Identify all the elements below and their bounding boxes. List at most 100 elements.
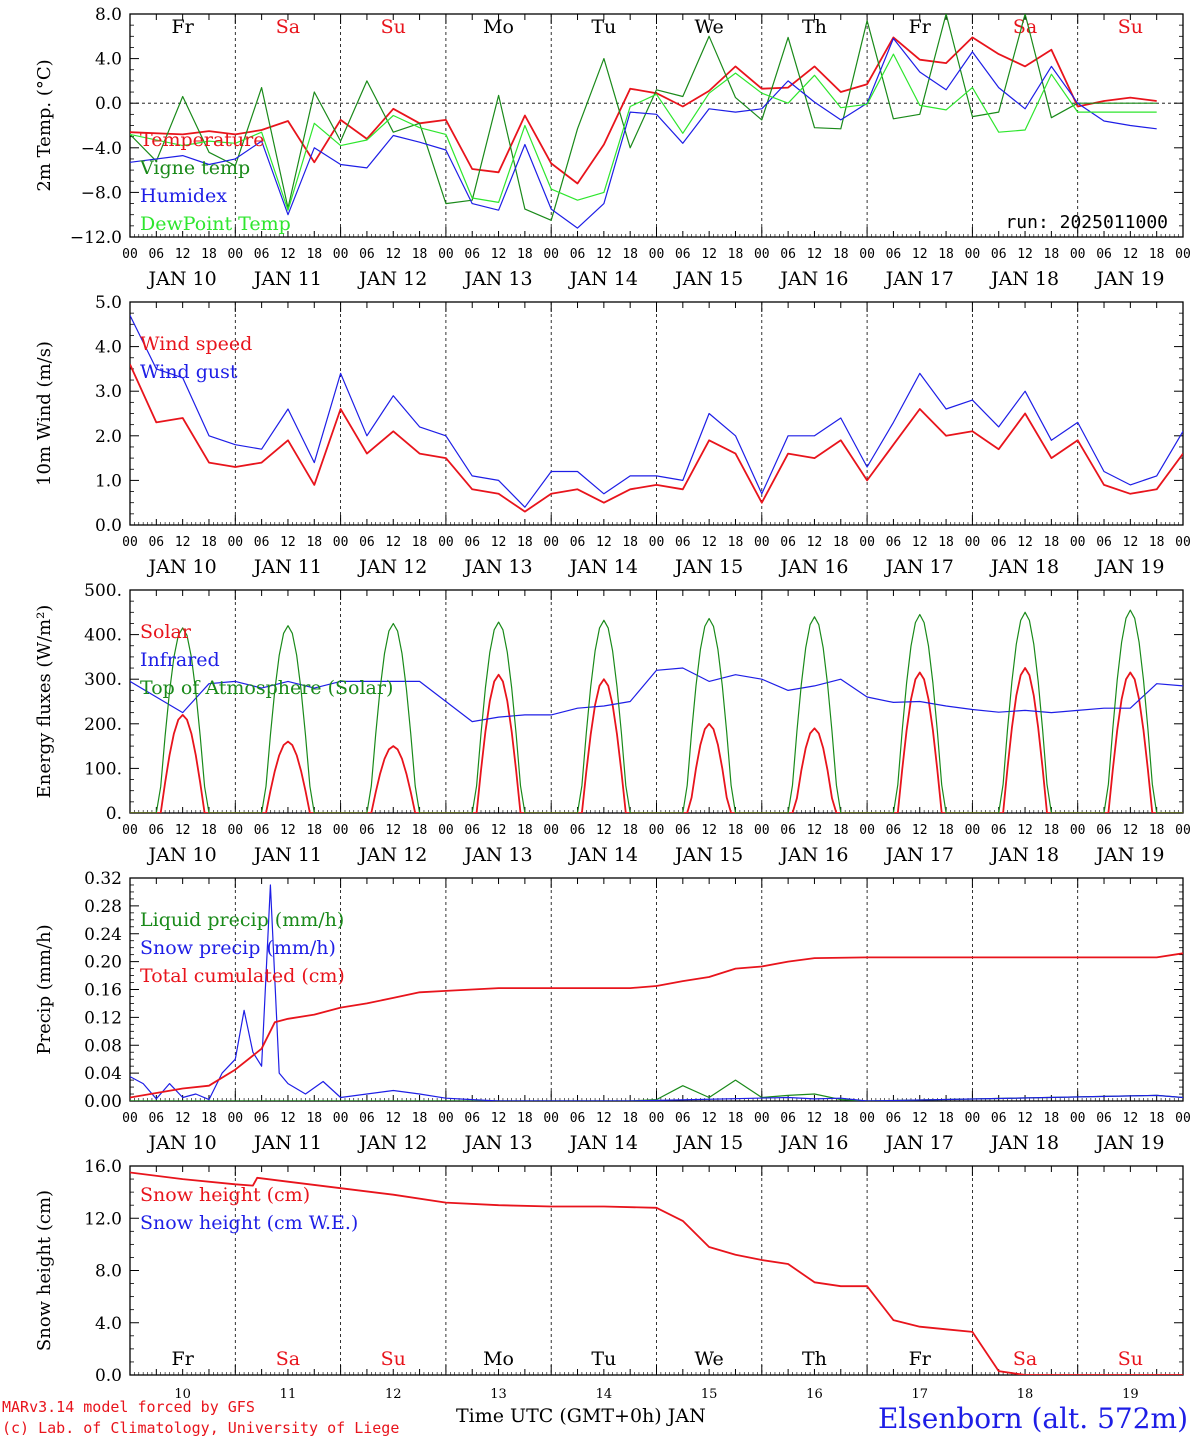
hour-tick-label: 12 [596, 1111, 612, 1126]
hour-tick-label: 00 [543, 535, 559, 550]
y-tick-label: 8.0 [95, 5, 122, 25]
hour-tick-label: 12 [175, 247, 191, 262]
hour-tick-label: 00 [649, 535, 665, 550]
hour-tick-label: 12 [596, 535, 612, 550]
date-label: JAN 15 [673, 556, 743, 578]
date-label: JAN 19 [1094, 1132, 1164, 1154]
hour-tick-label: 12 [385, 535, 401, 550]
hour-tick-label: 06 [991, 823, 1007, 838]
y-axis-label: Precip (mm/h) [34, 924, 55, 1054]
hour-tick-label: 00 [754, 247, 770, 262]
y-tick-label: 0.08 [84, 1036, 122, 1056]
hour-tick-label: 18 [728, 247, 744, 262]
series-group [130, 609, 1183, 813]
hour-tick-label: 06 [780, 823, 796, 838]
y-tick-label: 0. [106, 804, 122, 824]
series-line-vigne-temp [130, 14, 1157, 221]
hour-tick-label: 18 [1149, 535, 1165, 550]
y-tick-label: 400. [84, 626, 122, 646]
date-label: JAN 15 [673, 268, 743, 290]
hour-tick-label: 06 [886, 823, 902, 838]
hour-tick-label: 18 [1044, 1111, 1060, 1126]
legend-entry: Liquid precip (mm/h) [140, 909, 344, 931]
day-of-week-label: Th [802, 16, 827, 38]
date-label: JAN 13 [462, 268, 532, 290]
series-line-total-cumulated-cm- [130, 952, 1183, 1099]
date-label: JAN 11 [252, 1132, 322, 1154]
hour-tick-label: 12 [912, 823, 928, 838]
y-tick-label: 5.0 [95, 293, 122, 313]
hour-tick-label: 18 [201, 1111, 217, 1126]
hour-tick-label: 06 [464, 823, 480, 838]
series-group [130, 14, 1157, 229]
hour-tick-label: 00 [965, 535, 981, 550]
legend-entry: Snow precip (mm/h) [140, 937, 336, 959]
hour-tick-label: 06 [675, 535, 691, 550]
y-tick-label: 0.0 [95, 516, 122, 536]
hour-tick-label: 12 [912, 1111, 928, 1126]
hour-tick-label: 18 [517, 535, 533, 550]
hour-tick-label: 18 [622, 247, 638, 262]
hour-tick-label: 00 [333, 823, 349, 838]
hour-tick-label: 06 [780, 247, 796, 262]
hour-tick-label: 00 [543, 247, 559, 262]
series-line-dewpoint-temp [130, 53, 1157, 211]
hour-tick-label: 12 [701, 823, 717, 838]
legend-entry: Snow height (cm) [140, 1184, 310, 1206]
y-tick-label: −4.0 [81, 139, 122, 159]
hour-tick-label: 06 [359, 247, 375, 262]
hour-tick-label: 12 [385, 247, 401, 262]
hour-tick-label: 18 [938, 535, 954, 550]
hour-tick-label: 00 [438, 1111, 454, 1126]
y-tick-label: 16.0 [84, 1157, 122, 1177]
day-number-label: 12 [385, 1387, 402, 1402]
hour-tick-label: 06 [1096, 823, 1112, 838]
hour-tick-label: 18 [412, 1111, 428, 1126]
date-label: JAN 11 [252, 844, 322, 866]
date-label: JAN 14 [568, 1132, 638, 1154]
day-of-week-label: Su [1118, 16, 1143, 38]
date-label: JAN 19 [1094, 268, 1164, 290]
day-of-week-label: Su [381, 16, 406, 38]
day-number-label: 11 [280, 1387, 297, 1402]
hour-tick-label: 12 [807, 1111, 823, 1126]
hour-tick-label: 18 [833, 823, 849, 838]
date-label: JAN 19 [1094, 844, 1164, 866]
hour-tick-label: 00 [1070, 1111, 1086, 1126]
hour-tick-label: 18 [938, 823, 954, 838]
x-axis-label: Time UTC (GMT+0h) JAN [456, 1405, 706, 1427]
day-of-week-label: Th [802, 1348, 827, 1370]
date-label: JAN 16 [778, 1132, 848, 1154]
hour-tick-label: 18 [1044, 823, 1060, 838]
hour-tick-label: 18 [412, 247, 428, 262]
y-axis-label: 10m Wind (m/s) [34, 341, 55, 486]
hour-tick-label: 12 [701, 247, 717, 262]
y-axis-label: Snow height (cm) [34, 1190, 55, 1351]
y-tick-label: 500. [84, 581, 122, 601]
date-label: JAN 10 [147, 1132, 217, 1154]
y-axis-label: 2m Temp. (°C) [34, 59, 55, 191]
day-of-week-label: We [695, 1348, 724, 1370]
hour-tick-label: 06 [464, 535, 480, 550]
hour-tick-label: 12 [912, 247, 928, 262]
date-label: JAN 12 [357, 844, 427, 866]
hour-tick-label: 18 [412, 535, 428, 550]
day-of-week-label: Sa [1013, 1348, 1037, 1370]
hour-tick-label: 06 [148, 1111, 164, 1126]
hour-tick-label: 12 [1017, 823, 1033, 838]
date-label: JAN 13 [462, 556, 532, 578]
panel-1: 8.0 4.0 0.0 −4.0 −8.0 −12.0 2m Temp. (°C) 00 06 1… [34, 5, 1191, 290]
panel-2: 5.0 4.0 3.0 2.0 1.0 0.0 10m Wind (m/s) 00 06 12 18… [34, 293, 1191, 578]
y-tick-label: 3.0 [95, 382, 122, 402]
day-number-label: 13 [490, 1387, 507, 1402]
legend-entry: Temperature [140, 129, 264, 151]
legend-entry: Total cumulated (cm) [140, 965, 345, 987]
hour-tick-label: 06 [254, 823, 270, 838]
hour-tick-label: 06 [359, 823, 375, 838]
y-tick-label: 2.0 [95, 427, 122, 447]
date-label: JAN 11 [252, 268, 322, 290]
hour-tick-label: 00 [438, 247, 454, 262]
day-number-label: 15 [701, 1387, 718, 1402]
hour-tick-label: 12 [175, 535, 191, 550]
hour-tick-label: 18 [306, 535, 322, 550]
